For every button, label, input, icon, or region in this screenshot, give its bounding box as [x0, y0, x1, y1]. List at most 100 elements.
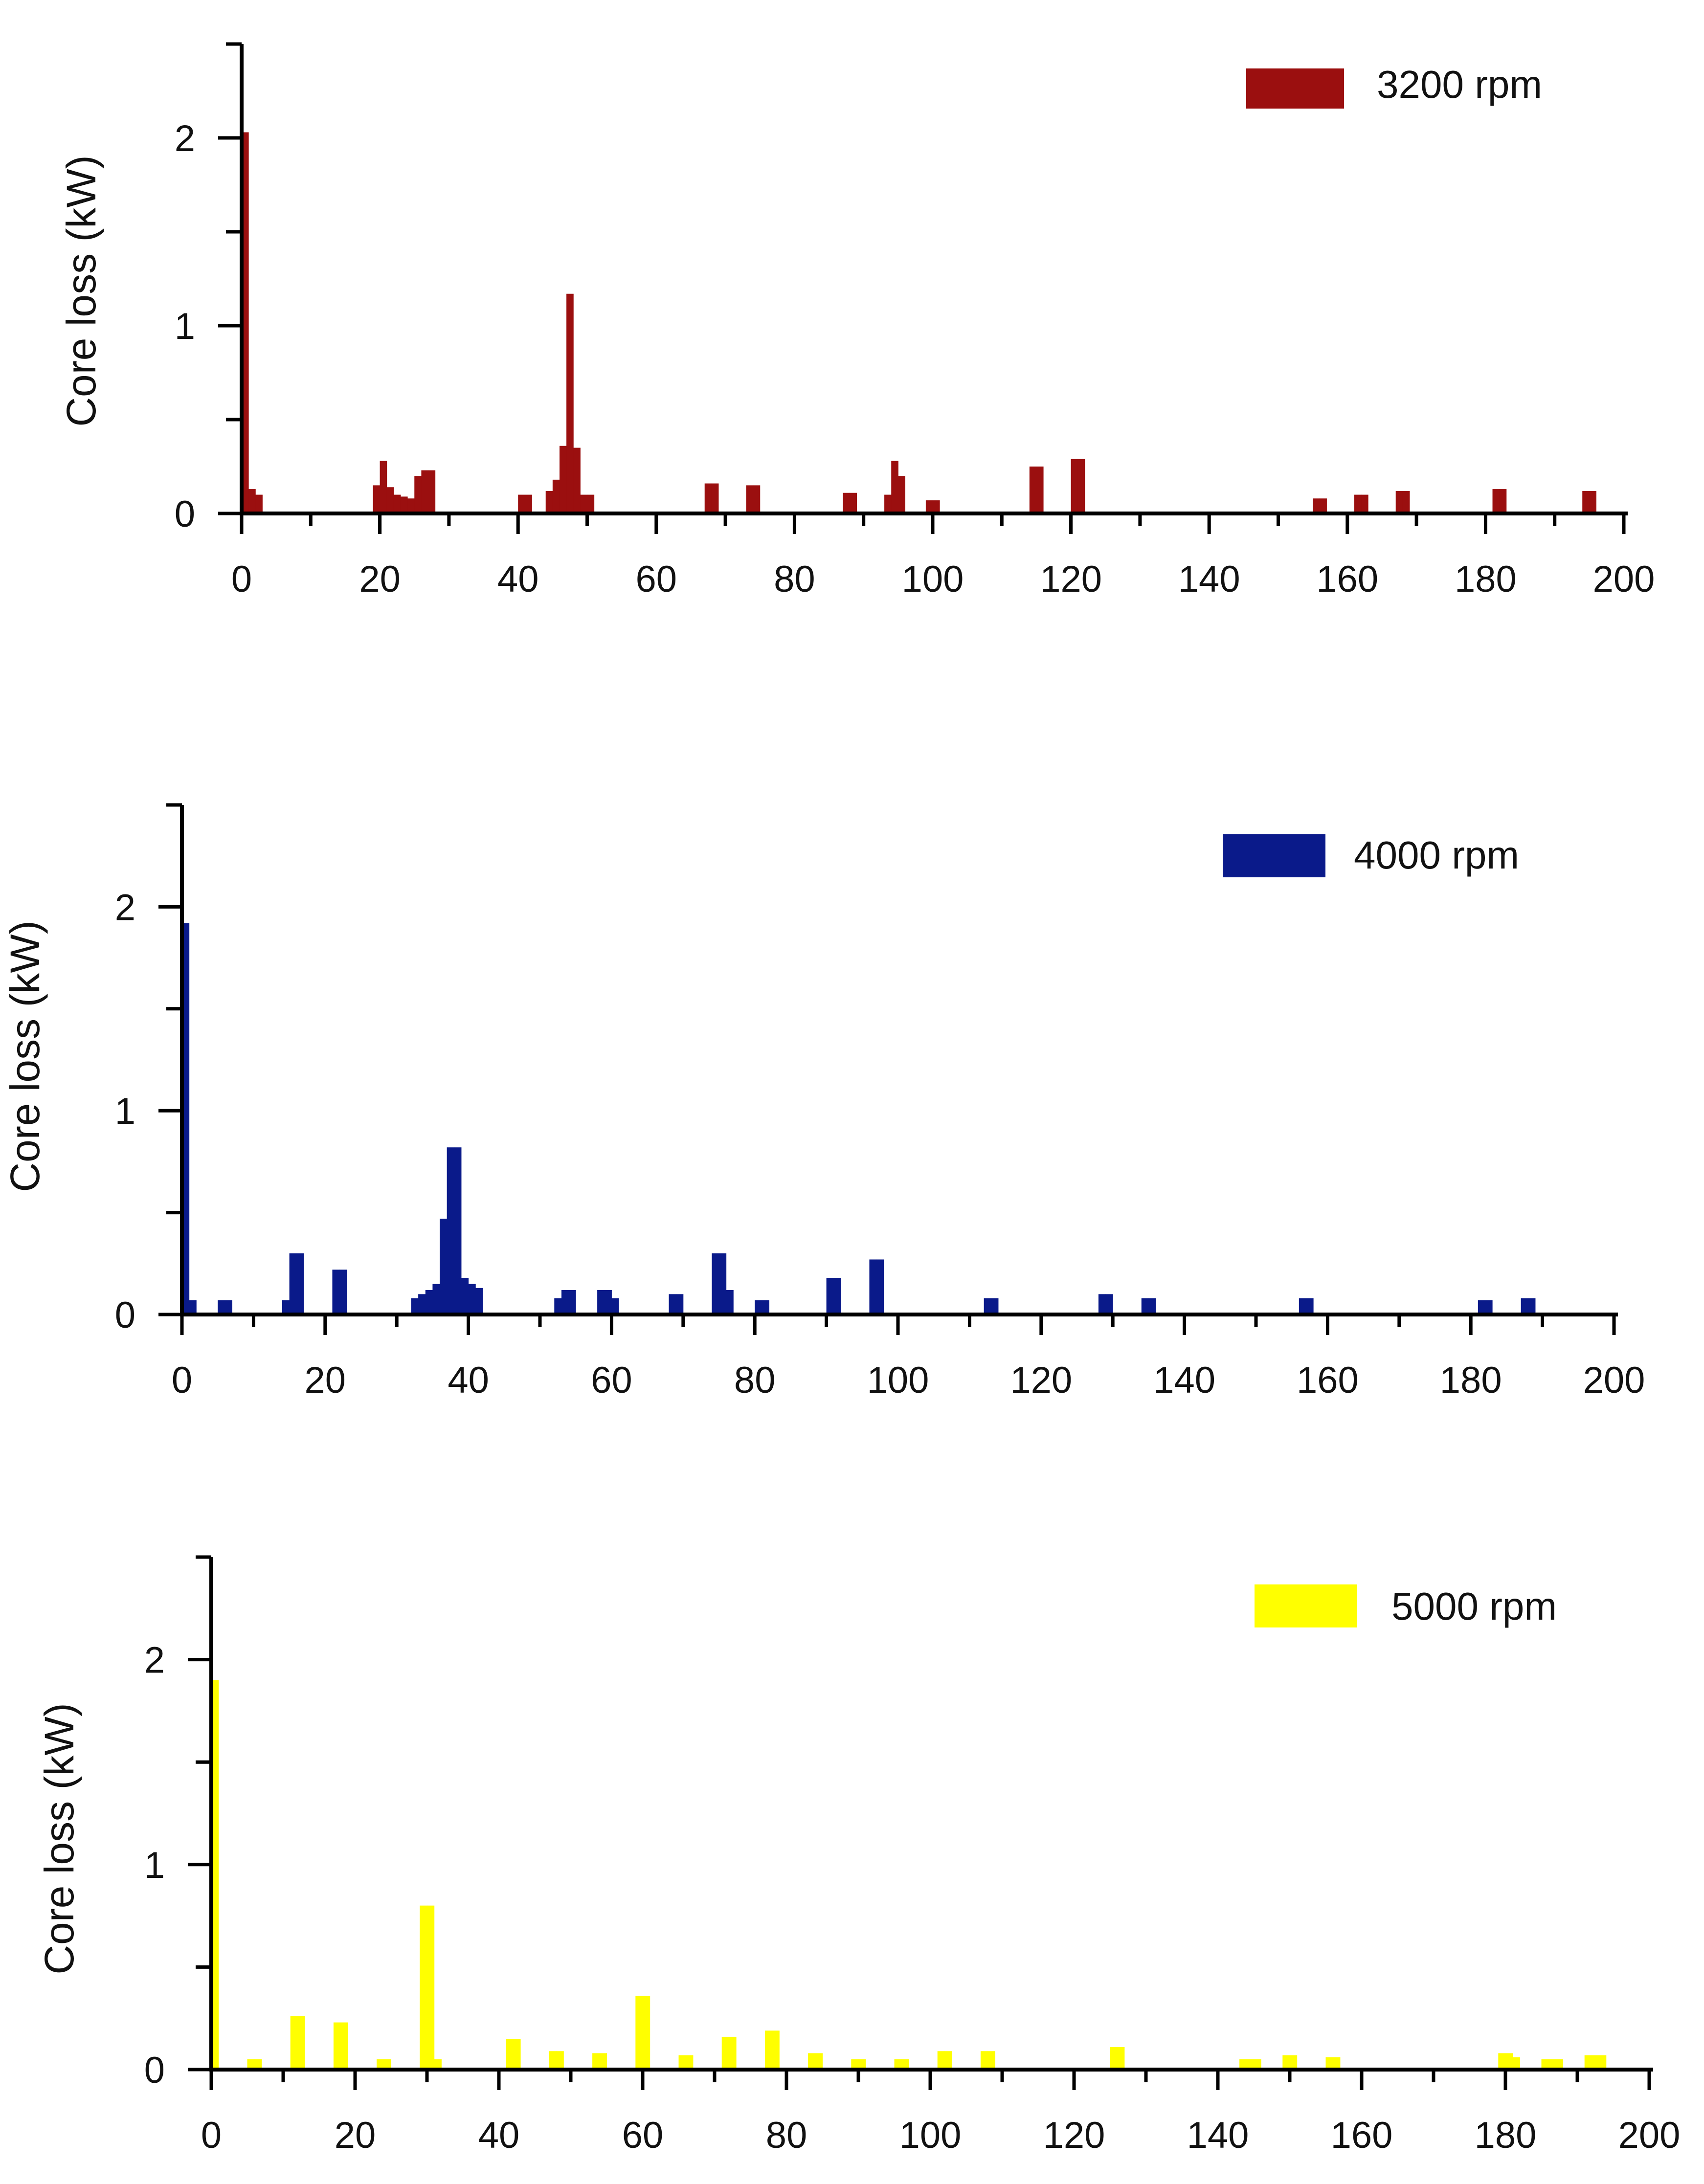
chart-3-y-tick-label: 2: [144, 1640, 165, 1681]
chart-2-bar: [719, 1253, 727, 1315]
chart-2-bar: [984, 1298, 991, 1315]
chart-3-bar: [333, 2022, 341, 2070]
chart-3-bar: [254, 2059, 262, 2070]
chart-2-bar: [611, 1298, 619, 1315]
chart-2-bar: [1485, 1300, 1493, 1315]
chart-2-y-tick-label: 0: [115, 1294, 135, 1336]
chart-3-bar: [340, 2022, 348, 2070]
chart-2-bar: [1105, 1294, 1113, 1315]
chart-3-bar: [980, 2051, 988, 2070]
chart-2-x-tick-label: 160: [1297, 1359, 1359, 1401]
chart-1-bar: [1029, 467, 1037, 513]
chart-3-bar: [635, 1996, 643, 2070]
chart-3-bar: [1246, 2059, 1254, 2070]
chart-1-x-tick-label: 140: [1178, 558, 1240, 600]
chart-1-bar: [566, 293, 574, 513]
chart-3-x-tick-label: 0: [201, 2115, 222, 2156]
chart-2-x-tick-label: 180: [1440, 1359, 1502, 1401]
chart-1-bar: [407, 498, 415, 513]
chart-1-y-tick-label: 2: [175, 118, 195, 159]
chart-1-bar: [400, 496, 408, 513]
chart-2-bar: [876, 1259, 884, 1315]
chart-2-bar: [604, 1290, 612, 1315]
chart-1-x-tick-label: 200: [1593, 558, 1655, 600]
chart-3-bar: [1325, 2057, 1333, 2070]
chart-2-bar: [597, 1290, 605, 1315]
chart-1-x-tick-label: 0: [231, 558, 252, 600]
chart-1-bar: [386, 487, 394, 513]
chart-1-bar: [248, 489, 256, 513]
chart-1-bar: [891, 461, 898, 513]
chart-1-bar: [573, 447, 581, 513]
chart-1-x-tick-label: 180: [1455, 558, 1517, 600]
chart-3-bar: [1555, 2059, 1564, 2070]
chart-2-bar: [755, 1300, 762, 1315]
chart-3-bar: [808, 2053, 816, 2070]
chart-3-bar: [729, 2036, 737, 2070]
chart-2-x-tick-label: 0: [172, 1359, 192, 1401]
chart-3-bar: [772, 2030, 780, 2070]
chart-1-bar: [1582, 490, 1590, 513]
chart-2-bar: [189, 1300, 197, 1315]
chart-3-bar: [1592, 2055, 1599, 2070]
chart-3-bar: [1290, 2055, 1298, 2070]
chart-1-bar: [421, 470, 429, 513]
chart-1-legend-swatch: [1246, 68, 1344, 109]
chart-2-y-tick-label: 1: [115, 1091, 135, 1132]
chart-2-bar: [224, 1300, 232, 1315]
chart-3-x-tick-label: 100: [899, 2115, 962, 2156]
chart-2-bar: [475, 1288, 483, 1315]
chart-1-bar: [545, 490, 553, 513]
chart-2-bar: [712, 1253, 719, 1315]
chart-1-y-tick-label: 0: [175, 493, 195, 535]
chart-1-x-tick-label: 160: [1316, 558, 1378, 600]
chart-3-x-tick-label: 80: [766, 2115, 807, 2156]
chart-1-bar: [1589, 490, 1596, 513]
chart-2-bar: [454, 1147, 462, 1315]
chart-1-bar: [587, 494, 595, 513]
chart-3-bar: [678, 2055, 686, 2070]
chart-2-bar: [411, 1298, 419, 1315]
chart-3-legend-swatch: [1255, 1584, 1357, 1627]
chart-2-bar: [432, 1284, 440, 1315]
chart-2-x-tick-label: 100: [867, 1359, 929, 1401]
chart-1-bar: [380, 461, 387, 513]
chart-2-bar: [561, 1290, 569, 1315]
chart-1-x-tick-label: 80: [774, 558, 815, 600]
chart-2-bar: [447, 1147, 454, 1315]
chart-3-bar: [420, 1905, 427, 2070]
chart-2-bar: [425, 1290, 433, 1315]
chart-1-bar: [1077, 459, 1085, 513]
chart-1-bar: [1071, 459, 1078, 513]
chart-3-bar: [297, 2016, 305, 2070]
chart-1-bar: [580, 494, 587, 513]
chart-2-bar: [669, 1294, 676, 1315]
chart-3-bar: [290, 2016, 298, 2070]
chart-1-bar: [393, 494, 401, 513]
chart-2-bar: [418, 1294, 426, 1315]
chart-2-x-tick-label: 40: [448, 1359, 489, 1401]
chart-2-bar: [833, 1277, 841, 1315]
chart-1-y-tick-label: 1: [175, 306, 195, 347]
chart-1-bar: [255, 494, 263, 513]
chart-2-legend-swatch: [1223, 834, 1325, 877]
chart-2-x-tick-label: 80: [734, 1359, 776, 1401]
chart-1-legend-label: 3200 rpm: [1377, 63, 1542, 106]
chart-3-bar: [377, 2059, 384, 2070]
chart-1-bar: [746, 485, 754, 513]
chart-3-bar: [1282, 2055, 1290, 2070]
chart-3-bar: [1541, 2059, 1549, 2070]
chart-1-y-axis-label: Core loss (kW): [58, 155, 104, 426]
chart-2-bar: [296, 1253, 304, 1315]
chart-3-bar: [1110, 2047, 1118, 2070]
chart-1-bar: [1492, 489, 1500, 513]
chart-1-bar: [552, 479, 560, 513]
chart-3-bar: [1505, 2053, 1513, 2070]
chart-2-bar: [1148, 1298, 1156, 1315]
chart-3-bar: [894, 2059, 902, 2070]
chart-3-bar: [721, 2036, 729, 2070]
chart-3-bar: [686, 2055, 694, 2070]
chart-2-bar: [1478, 1300, 1485, 1315]
chart-2-bar: [468, 1284, 476, 1315]
chart-3-bar: [815, 2053, 823, 2070]
